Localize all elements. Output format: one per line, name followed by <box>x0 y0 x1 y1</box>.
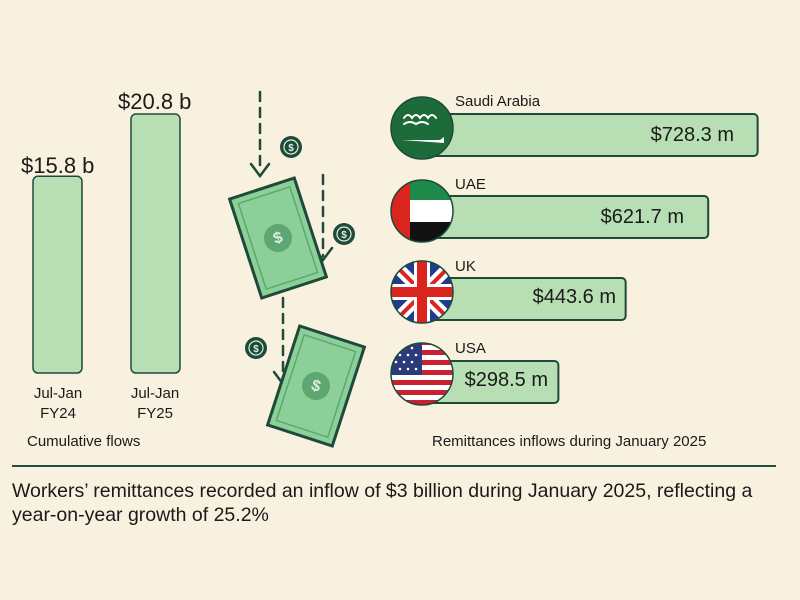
svg-text:$: $ <box>253 344 259 355</box>
dollar-coin-icon: $ <box>280 136 302 158</box>
bar-value-label: $443.6 m <box>532 286 616 308</box>
country-bar-chart <box>419 113 759 404</box>
chart-caption: Cumulative flows <box>27 433 141 450</box>
flag-uae-icon <box>390 179 454 243</box>
bar-value-label: $298.5 m <box>464 369 548 391</box>
x-tick-label-line: FY24 <box>40 405 76 422</box>
bar-value-label: $728.3 m <box>650 124 734 146</box>
country-label: Saudi Arabia <box>455 93 541 110</box>
dollar-bill-icon: $ <box>265 324 367 448</box>
x-tick-label-line: Jul-Jan <box>130 385 180 402</box>
country-label: UK <box>455 258 476 275</box>
svg-text:$: $ <box>288 143 294 154</box>
cumulative-bar <box>130 113 181 374</box>
bar-value-label: $20.8 b <box>118 89 192 114</box>
flag-usa-icon <box>390 342 454 406</box>
dollar-coin-icon: $ <box>245 337 267 359</box>
down-arrow-icon <box>249 90 271 179</box>
country-label: UAE <box>455 176 486 193</box>
country-label: USA <box>455 340 486 357</box>
x-tick-label-line: Jul-Jan <box>33 385 83 402</box>
x-tick-label-line: FY25 <box>137 405 173 422</box>
cumulative-bar <box>32 175 83 374</box>
dollar-coin-icon: $ <box>333 223 355 245</box>
divider <box>12 465 776 467</box>
cumulative-bar-chart <box>32 113 181 374</box>
dollar-bill-icon: $ <box>227 176 329 300</box>
x-tick-label: Jul-Jan FY25 <box>115 384 195 424</box>
money-illustration: $ $ $ $ $ <box>227 90 367 448</box>
svg-text:$: $ <box>341 230 347 241</box>
x-tick-label: Jul-Jan FY24 <box>18 384 98 424</box>
chart-caption: Remittances inflows during January 2025 <box>432 433 707 450</box>
bar-value-label: $621.7 m <box>600 206 684 228</box>
bar-value-label: $15.8 b <box>21 153 95 178</box>
flag-saudi-arabia-icon <box>390 96 454 160</box>
headline: Workers’ remittances recorded an inflow … <box>12 480 753 526</box>
